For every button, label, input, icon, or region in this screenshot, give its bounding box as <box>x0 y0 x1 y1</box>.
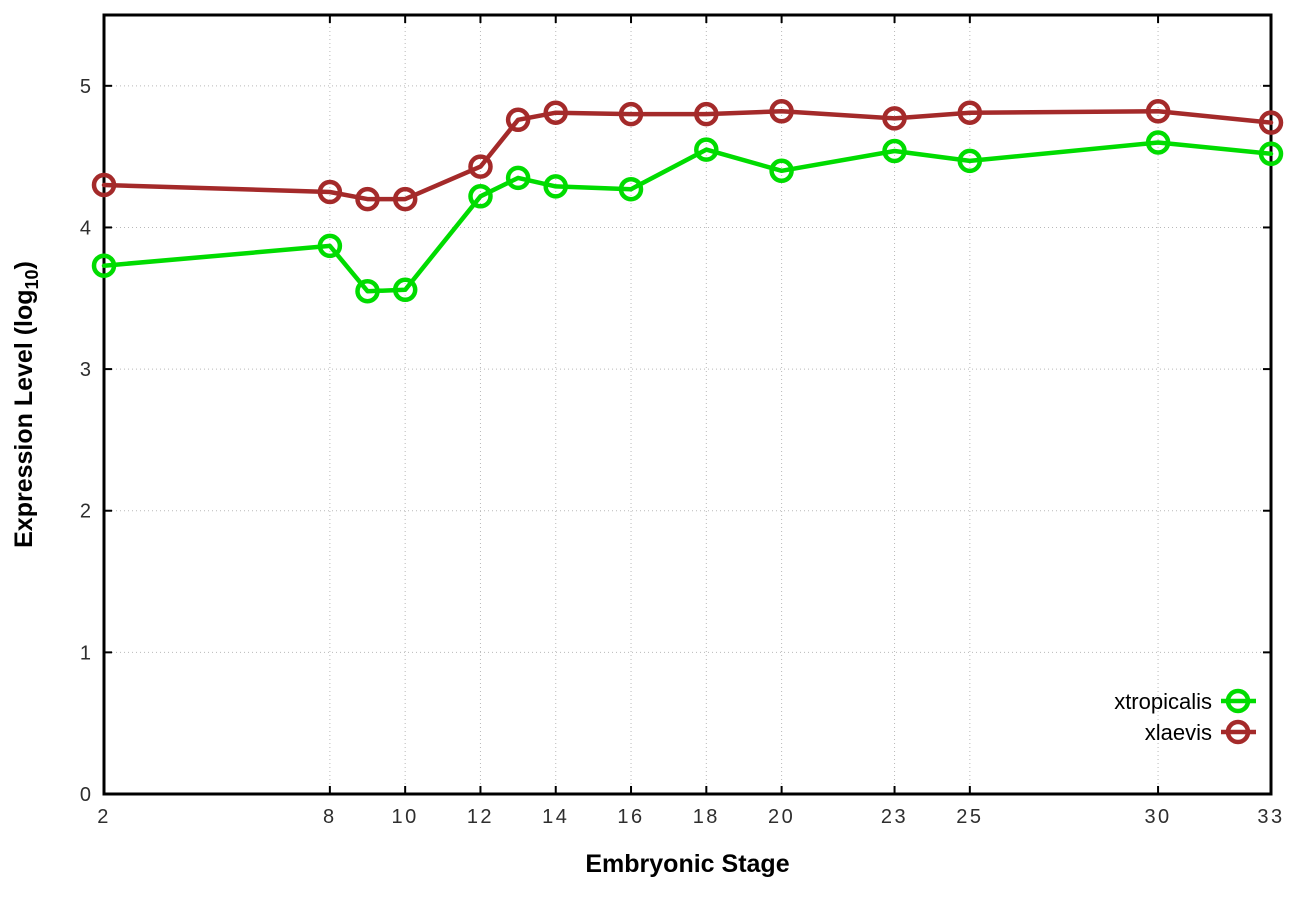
data-point-xtropicalis <box>1258 141 1284 167</box>
y-axis-title-subscript: 10 <box>22 269 42 290</box>
data-point-xtropicalis <box>882 138 907 164</box>
legend-marker-xlaevis <box>1225 719 1251 745</box>
data-point-xlaevis <box>1258 110 1284 135</box>
data-point-xtropicalis <box>91 253 117 278</box>
data-point-xlaevis <box>957 100 983 125</box>
data-point-xtropicalis <box>694 137 719 162</box>
x-tick-label: 12 <box>467 806 494 828</box>
data-point-xlaevis <box>392 186 418 212</box>
series-line-xtropicalis <box>101 140 1274 294</box>
data-point-xlaevis <box>543 100 568 125</box>
y-axis-title-main: Expression Level (log <box>10 289 38 548</box>
y-axis-title-end: ) <box>10 261 38 270</box>
x-tick-label: 10 <box>392 806 419 828</box>
x-tick-label: 16 <box>617 806 644 828</box>
y-tick-label: 4 <box>80 217 91 239</box>
data-point-xtropicalis <box>317 233 343 259</box>
data-point-xtropicalis <box>355 278 380 304</box>
data-point-xlaevis <box>882 106 907 131</box>
x-tick-label: 30 <box>1144 806 1171 828</box>
data-point-xtropicalis <box>505 165 531 191</box>
x-axis-title: Embryonic Stage <box>585 850 790 878</box>
data-point-xtropicalis <box>392 277 418 303</box>
x-tick-label: 33 <box>1257 806 1284 828</box>
data-point-xlaevis <box>468 154 493 179</box>
data-point-xlaevis <box>769 99 794 124</box>
x-tick-label: 18 <box>693 806 720 828</box>
data-point-xlaevis <box>694 101 719 127</box>
x-tick-label: 2 <box>97 806 111 828</box>
data-point-xlaevis <box>317 179 343 205</box>
x-tick-label: 20 <box>768 806 795 828</box>
y-tick-label: 1 <box>80 642 91 664</box>
y-tick-label: 3 <box>80 359 91 381</box>
y-tick-label: 0 <box>80 784 91 806</box>
y-tick-label: 5 <box>80 76 91 98</box>
data-point-xtropicalis <box>543 174 568 199</box>
data-point-xlaevis <box>1145 99 1171 124</box>
x-tick-label: 8 <box>323 806 337 828</box>
y-axis-title: Expression Level (log10) <box>10 15 48 794</box>
data-point-xlaevis <box>618 101 644 127</box>
data-point-xtropicalis <box>769 158 794 184</box>
series-line-xlaevis <box>101 109 1274 202</box>
data-point-xtropicalis <box>468 184 493 209</box>
legend-marker-xtropicalis <box>1225 688 1251 714</box>
data-point-xtropicalis <box>618 176 644 202</box>
legend-label-xtropicalis: xtropicalis <box>1114 689 1212 714</box>
data-point-xlaevis <box>91 172 117 198</box>
data-point-xlaevis <box>505 107 531 133</box>
plot-border <box>102 13 1273 796</box>
x-tick-label: 14 <box>542 806 569 828</box>
legend-label-xlaevis: xlaevis <box>1145 720 1212 745</box>
data-point-xlaevis <box>355 186 380 212</box>
data-point-xtropicalis <box>957 148 983 174</box>
x-tick-label: 25 <box>956 806 983 828</box>
y-tick-label: 2 <box>80 501 91 523</box>
x-tick-label: 23 <box>881 806 908 828</box>
data-point-xtropicalis <box>1145 130 1171 155</box>
